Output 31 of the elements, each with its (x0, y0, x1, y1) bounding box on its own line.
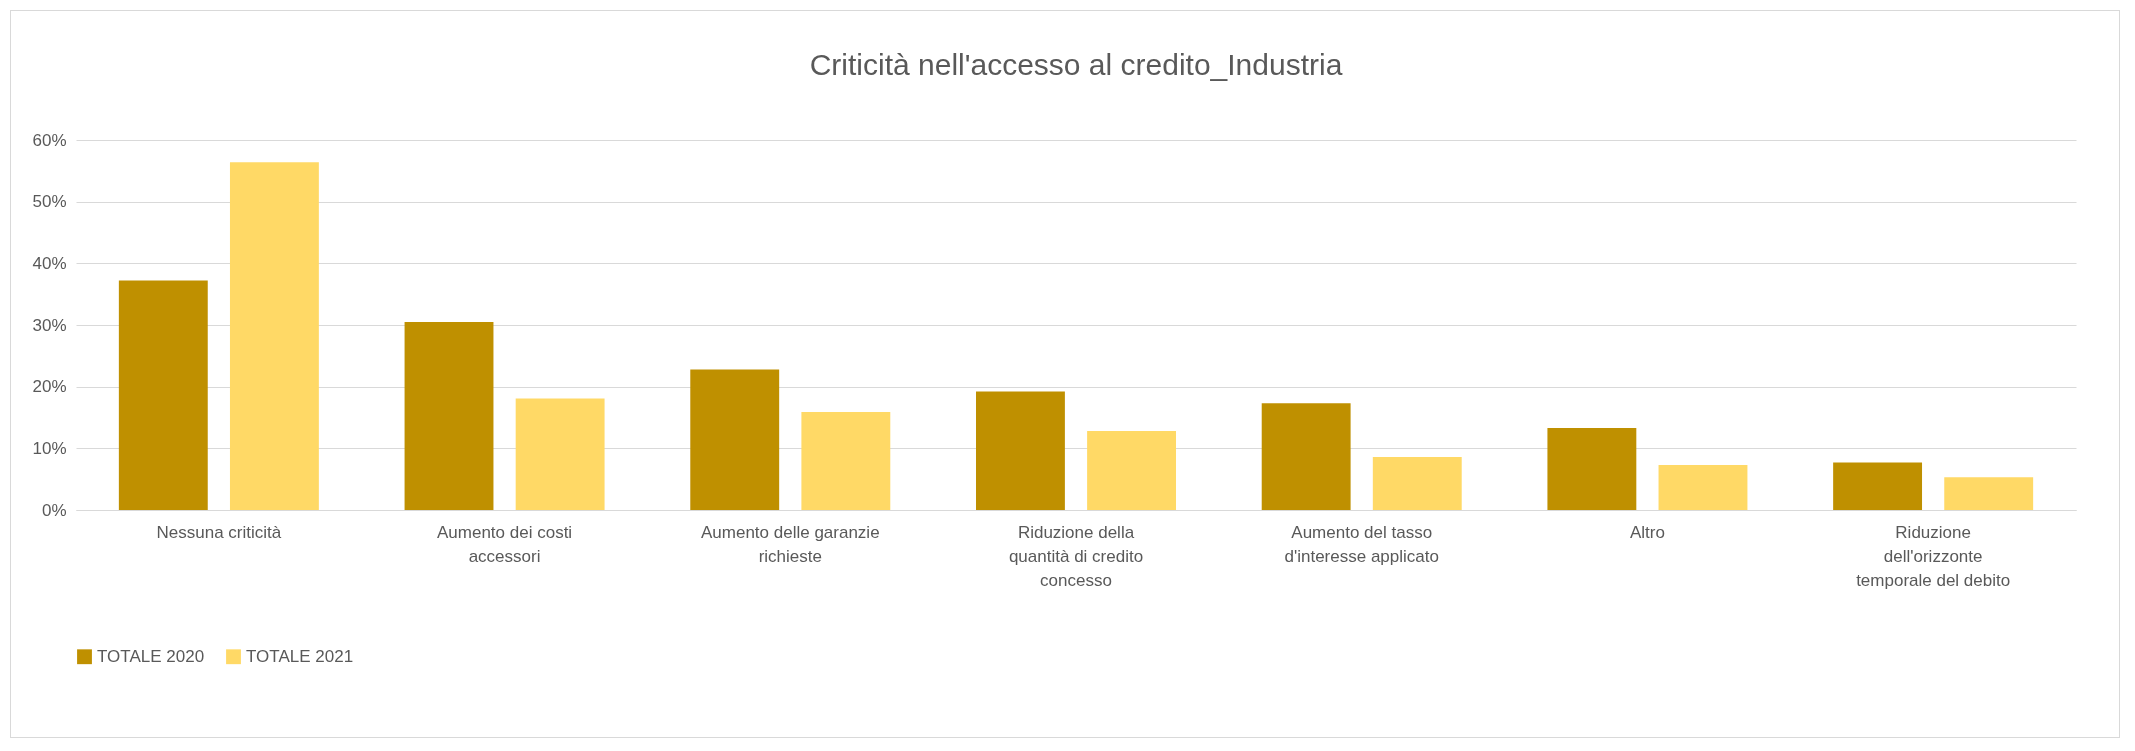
bar (229, 162, 319, 510)
y-tick-label: 30% (32, 315, 67, 335)
y-tick-label: 40% (32, 253, 67, 273)
y-tick-label: 20% (32, 377, 67, 397)
bar (1547, 427, 1637, 510)
bar (1658, 464, 1748, 510)
x-tick-label: Altro (1629, 522, 1665, 542)
bar (976, 391, 1065, 510)
bar (118, 280, 208, 510)
bar (690, 369, 780, 510)
bar (1261, 403, 1351, 510)
y-tick-label: 0% (41, 500, 67, 520)
y-tick-label: 60% (32, 130, 67, 150)
bar (1372, 456, 1462, 510)
x-tick-label: Aumento dei costi accessori (437, 522, 573, 566)
legend-label: TOTALE 2021 (246, 646, 354, 666)
x-tick-label: Riduzione dell'orizzonte temporale del debito (1856, 522, 2011, 590)
x-tick-label: Riduzione della quantità di credito concesso (1008, 522, 1144, 590)
legend-label: TOTALE 2020 (97, 646, 205, 666)
x-tick-label: Nessuna criticità (156, 522, 282, 542)
x-tick-label: Aumento del tasso d'interesse applicato (1284, 522, 1439, 566)
bar (801, 411, 891, 510)
bar (1087, 431, 1176, 510)
y-tick-label: 50% (32, 192, 67, 212)
chart-title: Criticità nell'accesso al credito_Industria (809, 48, 1343, 81)
bar (1944, 477, 2034, 510)
x-tick-label: Aumento delle garanzie richieste (700, 522, 880, 566)
y-tick-label: 10% (32, 438, 67, 458)
bar (1833, 462, 1923, 510)
bar (515, 398, 605, 510)
bar (404, 321, 494, 510)
